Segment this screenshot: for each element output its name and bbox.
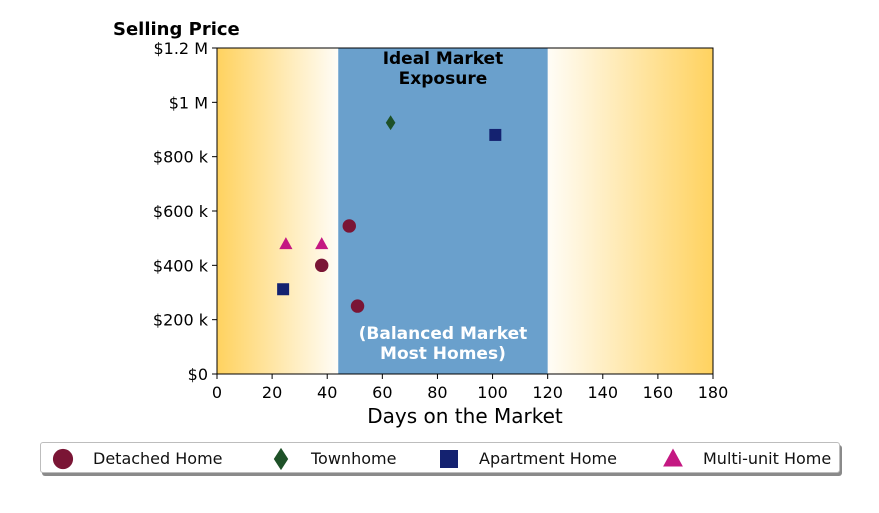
x-tick-label: 20 [262,383,282,402]
band-label-bottom: (Balanced Market [359,324,528,344]
band-label-top: Exposure [399,69,488,89]
legend-circle-icon [52,448,74,469]
band-label-bottom: Most Homes) [380,344,506,364]
chart-title: Selling Price [113,19,240,40]
legend-item: Townhome [269,443,396,474]
legend-label: Multi-unit Home [703,449,832,468]
legend-item: Multi-unit Home [661,443,831,474]
x-tick-label: 60 [372,383,392,402]
x-tick-label: 0 [212,383,222,402]
gradient-left [217,48,339,374]
legend-marker [273,447,289,470]
y-tick-label: $0 [188,365,208,384]
legend-item: Apartment Home [437,443,617,474]
legend-square-icon [440,449,458,468]
y-tick-label: $400 k [153,256,209,275]
x-tick-label: 120 [532,383,563,402]
legend-marker [663,448,683,467]
data-point-triangle [279,237,293,250]
data-point-circle [350,299,365,313]
legend-marker [440,449,458,468]
legend-label: Townhome [311,449,397,468]
x-tick-label: 140 [588,383,619,402]
x-axis-label: Days on the Market [367,404,563,428]
band-label-top: Ideal Market [383,49,504,69]
y-tick-label: $1 M [169,93,208,112]
ideal-exposure-band [338,48,548,374]
legend-diamond-icon [273,447,289,470]
y-tick-label: $200 k [153,311,209,330]
legend-item: Detached Home [51,443,223,474]
legend-triangle-icon [663,448,683,467]
y-tick-label: $600 k [153,202,209,221]
x-tick-label: 80 [427,383,447,402]
x-tick-label: 100 [477,383,508,402]
y-tick-label: $1.2 M [153,39,208,58]
data-point-diamond [385,115,396,131]
legend-marker [52,448,74,469]
gradient-right [547,48,713,374]
data-point-square [489,128,502,141]
x-tick-label: 160 [643,383,674,402]
data-point-circle [314,258,329,273]
x-tick-label: 180 [698,383,729,402]
data-point-square [277,283,290,296]
legend: Detached Home Townhome Apartment Home Multi… [40,442,840,473]
y-tick-label: $800 k [153,148,209,167]
legend-label: Apartment Home [479,449,617,468]
legend-label: Detached Home [93,449,223,468]
x-tick-label: 40 [317,383,337,402]
data-point-triangle [315,237,329,250]
data-point-circle [342,219,356,233]
